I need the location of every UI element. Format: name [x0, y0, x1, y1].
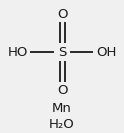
Text: S: S	[58, 45, 66, 59]
Text: Mn: Mn	[52, 101, 72, 115]
Text: H₂O: H₂O	[49, 117, 75, 130]
Text: O: O	[57, 84, 67, 97]
Text: OH: OH	[96, 45, 116, 59]
Text: HO: HO	[8, 45, 28, 59]
Text: O: O	[57, 7, 67, 20]
